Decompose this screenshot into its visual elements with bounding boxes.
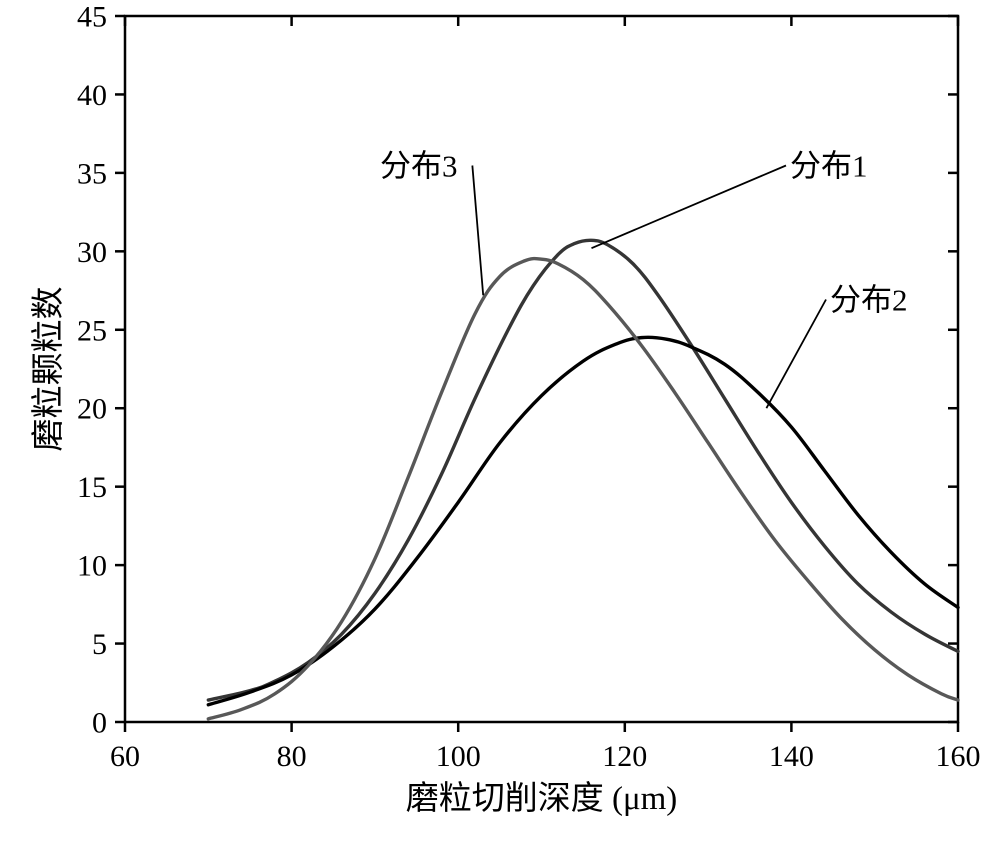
x-tick-label: 80 [277,740,307,773]
y-tick-label: 35 [77,157,107,190]
y-tick-label: 0 [92,707,107,740]
x-tick-label: 160 [936,740,981,773]
y-axis-title: 磨粒颗粒数 [30,287,67,452]
y-tick-label: 20 [77,393,107,426]
y-tick-label: 45 [77,1,107,34]
x-axis-title-unit: (μm) [612,781,677,817]
x-tick-label: 100 [436,740,481,773]
chart-bg [0,0,1000,844]
x-axis-title: 磨粒切削深度 (μm) [406,780,678,817]
y-tick-label: 40 [77,79,107,112]
chart-container: 60 80 100 120 140 160 0 5 10 15 20 25 30 35 40 45 磨粒切削深度… [0,0,1000,844]
y-tick-label: 5 [92,628,107,661]
series-label-dist3: 分布3 [380,148,458,183]
y-tick-label: 30 [77,236,107,269]
series-label-dist2: 分布2 [830,282,908,317]
x-tick-label: 140 [769,740,814,773]
y-tick-label: 25 [77,314,107,347]
y-tick-label: 10 [77,550,107,583]
y-tick-label: 15 [77,471,107,504]
series-label-dist1: 分布1 [790,148,868,183]
x-tick-label: 120 [602,740,647,773]
line-chart: 60 80 100 120 140 160 0 5 10 15 20 25 30 35 40 45 磨粒切削深度… [0,0,1000,844]
x-tick-label: 60 [110,740,140,773]
x-axis-title-text: 磨粒切削深度 [406,780,604,817]
